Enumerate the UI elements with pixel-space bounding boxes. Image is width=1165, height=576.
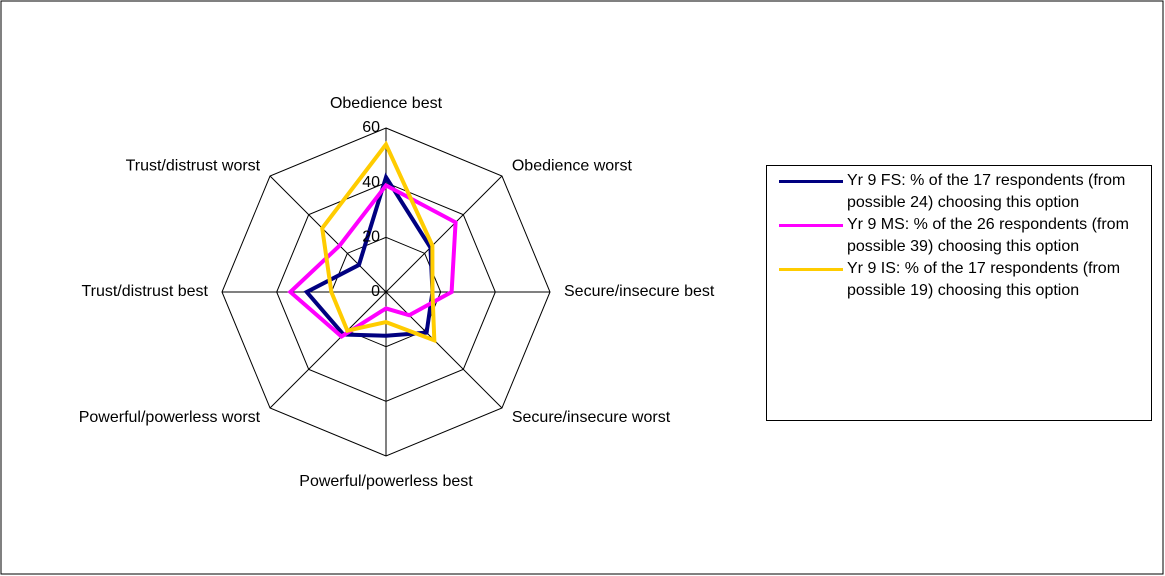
category-label: Obedience best	[330, 95, 443, 112]
category-label: Secure/insecure worst	[512, 409, 671, 426]
axis-spoke	[269, 175, 387, 293]
legend-item: Yr 9 IS: % of the 17 respondents (from p…	[771, 258, 1147, 302]
legend: Yr 9 FS: % of the 17 respondents (from p…	[766, 165, 1152, 421]
category-label: Powerful/powerless worst	[79, 409, 261, 426]
r-tick-label: 60	[362, 119, 380, 136]
legend-item: Yr 9 MS: % of the 26 respondents (from p…	[771, 214, 1147, 258]
legend-swatch	[779, 268, 843, 271]
legend-label: Yr 9 FS: % of the 17 respondents (from p…	[847, 172, 1126, 211]
legend-item: Yr 9 FS: % of the 17 respondents (from p…	[771, 170, 1147, 214]
legend-swatch	[779, 180, 843, 183]
axis-spoke	[385, 291, 503, 409]
legend-label: Yr 9 IS: % of the 17 respondents (from p…	[847, 260, 1121, 299]
r-tick-label: 0	[371, 283, 380, 300]
axis-spoke	[385, 175, 503, 293]
category-label: Powerful/powerless best	[299, 473, 473, 490]
category-label: Obedience worst	[512, 157, 633, 174]
series-line	[320, 140, 437, 344]
r-tick-label: 40	[362, 174, 380, 191]
r-tick-label: 20	[362, 229, 380, 246]
legend-label: Yr 9 MS: % of the 26 respondents (from p…	[847, 216, 1129, 255]
series-line	[287, 182, 458, 339]
category-label: Secure/insecure best	[564, 283, 715, 300]
category-label: Trust/distrust worst	[126, 157, 261, 174]
legend-swatch	[779, 224, 843, 227]
category-label: Trust/distrust best	[81, 283, 208, 300]
axis-spoke	[269, 291, 387, 409]
